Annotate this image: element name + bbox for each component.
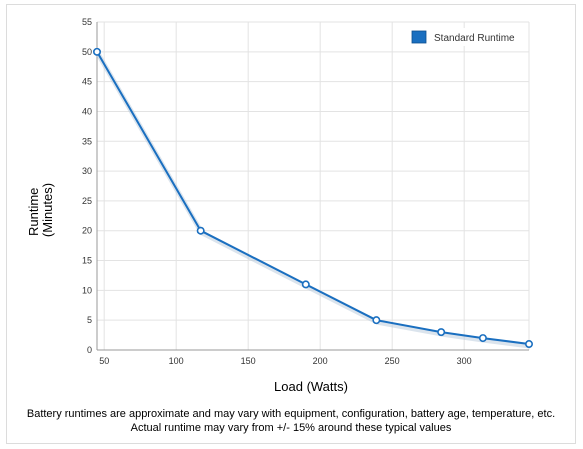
data-point bbox=[372, 316, 381, 325]
y-tick-label: 45 bbox=[82, 77, 92, 87]
tick-labels: 0 5 10 15 20 25 30 35 40 45 50 55 50 100 150 200 250 300 bbox=[82, 17, 472, 366]
y-tick-label: 40 bbox=[82, 106, 92, 116]
legend-swatch bbox=[411, 30, 427, 44]
x-tick-label: 100 bbox=[169, 356, 184, 366]
y-tick-label: 15 bbox=[82, 256, 92, 266]
x-tick-label: 150 bbox=[241, 356, 256, 366]
y-tick-label: 20 bbox=[82, 226, 92, 236]
data-point bbox=[524, 340, 533, 349]
runtime-disclaimer: Battery runtimes are approximate and may… bbox=[6, 407, 576, 435]
x-tick-label: 300 bbox=[457, 356, 472, 366]
data-point bbox=[196, 226, 205, 235]
y-axis-label-line-1: Runtime bbox=[26, 188, 41, 236]
data-point bbox=[478, 334, 487, 343]
x-tick-label: 250 bbox=[385, 356, 400, 366]
disclaimer-line-1: Battery runtimes are approximate and may… bbox=[26, 408, 556, 420]
y-tick-label: 50 bbox=[82, 47, 92, 57]
y-tick-label: 35 bbox=[82, 136, 92, 146]
legend: Standard Runtime bbox=[403, 28, 524, 46]
y-tick-label: 0 bbox=[87, 345, 92, 355]
disclaimer-line-2: Actual runtime may vary from +/- 15% aro… bbox=[130, 422, 452, 434]
data-point bbox=[437, 328, 446, 337]
data-point bbox=[93, 47, 102, 56]
axes bbox=[96, 22, 529, 351]
plot-background bbox=[97, 22, 529, 350]
legend-label: Standard Runtime bbox=[434, 33, 515, 44]
x-tick-label: 50 bbox=[99, 356, 109, 366]
x-tick-label: 200 bbox=[313, 356, 328, 366]
data-point bbox=[301, 280, 310, 289]
y-tick-label: 5 bbox=[87, 315, 92, 325]
y-tick-label: 25 bbox=[82, 196, 92, 206]
y-axis-label-line-2: (Minutes) bbox=[40, 183, 55, 237]
grid bbox=[97, 21, 530, 351]
y-axis-label: Runtime (Minutes) bbox=[26, 183, 55, 237]
y-tick-label: 30 bbox=[82, 166, 92, 176]
series-layer bbox=[93, 47, 533, 349]
y-tick-label: 10 bbox=[82, 285, 92, 295]
x-axis-label: Load (Watts) bbox=[274, 379, 348, 394]
y-tick-label: 55 bbox=[82, 17, 92, 27]
legend-box bbox=[403, 28, 524, 46]
